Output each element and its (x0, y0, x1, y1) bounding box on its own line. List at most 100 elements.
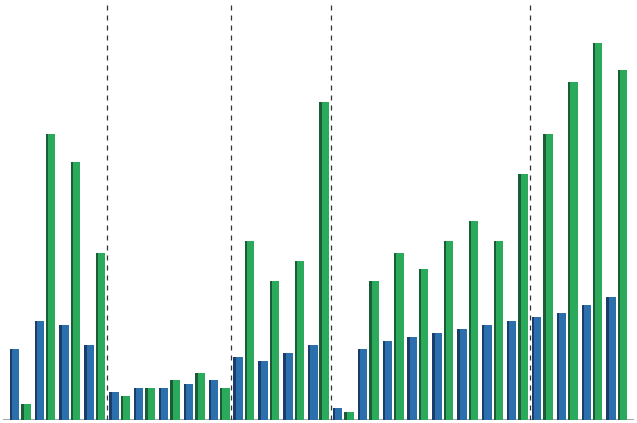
Bar (96, 253, 98, 420)
Bar (419, 269, 421, 420)
Bar (84, 345, 87, 420)
Bar (295, 261, 297, 420)
Bar (445, 241, 454, 420)
Bar (234, 357, 236, 420)
Bar (296, 261, 304, 420)
Bar (36, 321, 44, 420)
Bar (583, 305, 591, 420)
Bar (608, 297, 616, 420)
Bar (582, 305, 584, 420)
Bar (320, 102, 322, 420)
Bar (134, 388, 136, 420)
Bar (384, 341, 392, 420)
Bar (359, 349, 367, 420)
Bar (409, 337, 417, 420)
Bar (533, 317, 541, 420)
Bar (495, 241, 503, 420)
Bar (171, 380, 180, 420)
Bar (22, 404, 31, 420)
Bar (246, 241, 254, 420)
Bar (245, 241, 247, 420)
Bar (394, 253, 396, 420)
Bar (284, 353, 292, 420)
Bar (221, 388, 229, 420)
Bar (408, 337, 410, 420)
Bar (110, 393, 118, 420)
Bar (46, 134, 48, 420)
Bar (370, 281, 378, 420)
Bar (234, 357, 243, 420)
Bar (183, 385, 186, 420)
Bar (309, 345, 317, 420)
Bar (21, 404, 24, 420)
Bar (61, 325, 69, 420)
Bar (210, 380, 218, 420)
Bar (568, 82, 571, 420)
Bar (220, 388, 222, 420)
Bar (358, 349, 360, 420)
Bar (606, 297, 609, 420)
Bar (333, 408, 335, 420)
Bar (195, 373, 197, 420)
Bar (135, 388, 143, 420)
Bar (569, 82, 578, 420)
Bar (259, 360, 261, 420)
Bar (593, 43, 596, 420)
Bar (433, 333, 434, 420)
Bar (395, 253, 403, 420)
Bar (618, 70, 620, 420)
Bar (209, 380, 211, 420)
Bar (11, 349, 19, 420)
Bar (457, 329, 459, 420)
Bar (558, 313, 566, 420)
Bar (508, 321, 517, 420)
Bar (619, 70, 627, 420)
Bar (543, 134, 546, 420)
Bar (147, 388, 155, 420)
Bar (122, 396, 130, 420)
Bar (334, 408, 342, 420)
Bar (145, 388, 148, 420)
Bar (383, 341, 385, 420)
Bar (196, 373, 204, 420)
Bar (444, 241, 446, 420)
Bar (85, 345, 94, 420)
Bar (97, 253, 105, 420)
Bar (494, 241, 496, 420)
Bar (369, 281, 371, 420)
Bar (420, 269, 428, 420)
Bar (545, 134, 553, 420)
Bar (283, 353, 285, 420)
Bar (483, 325, 492, 420)
Bar (459, 329, 467, 420)
Bar (308, 345, 310, 420)
Bar (185, 385, 193, 420)
Bar (71, 162, 73, 420)
Bar (320, 102, 329, 420)
Bar (160, 388, 168, 420)
Bar (345, 412, 354, 420)
Bar (271, 281, 279, 420)
Bar (482, 325, 485, 420)
Bar (34, 321, 37, 420)
Bar (557, 313, 559, 420)
Bar (532, 317, 534, 420)
Bar (170, 380, 173, 420)
Bar (59, 325, 62, 420)
Bar (469, 221, 471, 420)
Bar (345, 412, 347, 420)
Bar (470, 221, 478, 420)
Bar (270, 281, 272, 420)
Bar (507, 321, 510, 420)
Bar (594, 43, 603, 420)
Bar (47, 134, 55, 420)
Bar (259, 360, 268, 420)
Bar (109, 393, 111, 420)
Bar (10, 349, 12, 420)
Bar (520, 174, 528, 420)
Bar (159, 388, 161, 420)
Bar (120, 396, 123, 420)
Bar (72, 162, 80, 420)
Bar (519, 174, 520, 420)
Bar (434, 333, 442, 420)
